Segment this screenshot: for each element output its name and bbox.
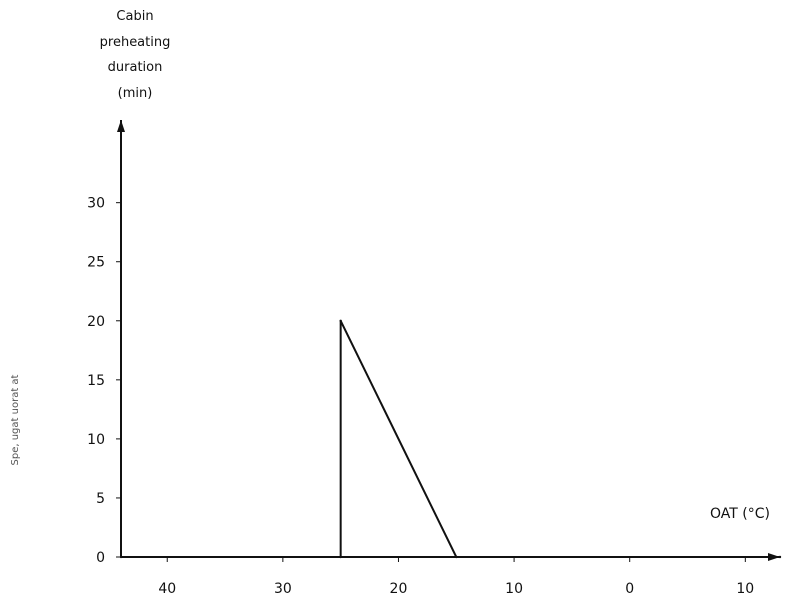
x-axis-label: OAT (°C)	[710, 506, 770, 522]
x-tick-label: 40	[158, 581, 176, 597]
y-ticks: 0 5 10 15 20 25 30	[87, 196, 121, 566]
axes	[117, 120, 780, 561]
data-point	[339, 555, 342, 559]
y-axis-arrow	[117, 120, 125, 132]
x-tick-label: 30	[274, 581, 292, 597]
data-point	[455, 555, 458, 559]
side-note: Spe, ugat uorat at	[10, 374, 21, 465]
y-tick-label: 0	[96, 550, 105, 566]
x-tick-label: 20	[390, 581, 408, 597]
y-axis-label: Cabin preheating duration (min)	[100, 9, 171, 101]
series	[119, 319, 782, 559]
y-axis-label-line-4: (min)	[118, 86, 153, 101]
x-ticks: 40 30 20 10 0 10	[158, 557, 754, 597]
x-tick-label: 0	[625, 581, 634, 597]
x-tick-label: 10	[505, 581, 523, 597]
data-point	[778, 555, 782, 559]
data-point	[339, 319, 342, 322]
series-line	[121, 320, 780, 558]
y-tick-label: 20	[87, 314, 105, 330]
y-tick-label: 10	[87, 432, 105, 448]
y-tick-label: 15	[87, 373, 105, 389]
x-tick-label: 10	[736, 581, 754, 597]
y-tick-label: 5	[96, 491, 105, 507]
y-tick-label: 30	[87, 196, 105, 212]
y-axis-label-line-1: Cabin	[116, 9, 153, 24]
y-axis-label-line-3: duration	[108, 60, 163, 75]
y-axis-label-line-2: preheating	[100, 35, 171, 50]
data-point	[119, 555, 123, 559]
y-tick-label: 25	[87, 255, 105, 271]
